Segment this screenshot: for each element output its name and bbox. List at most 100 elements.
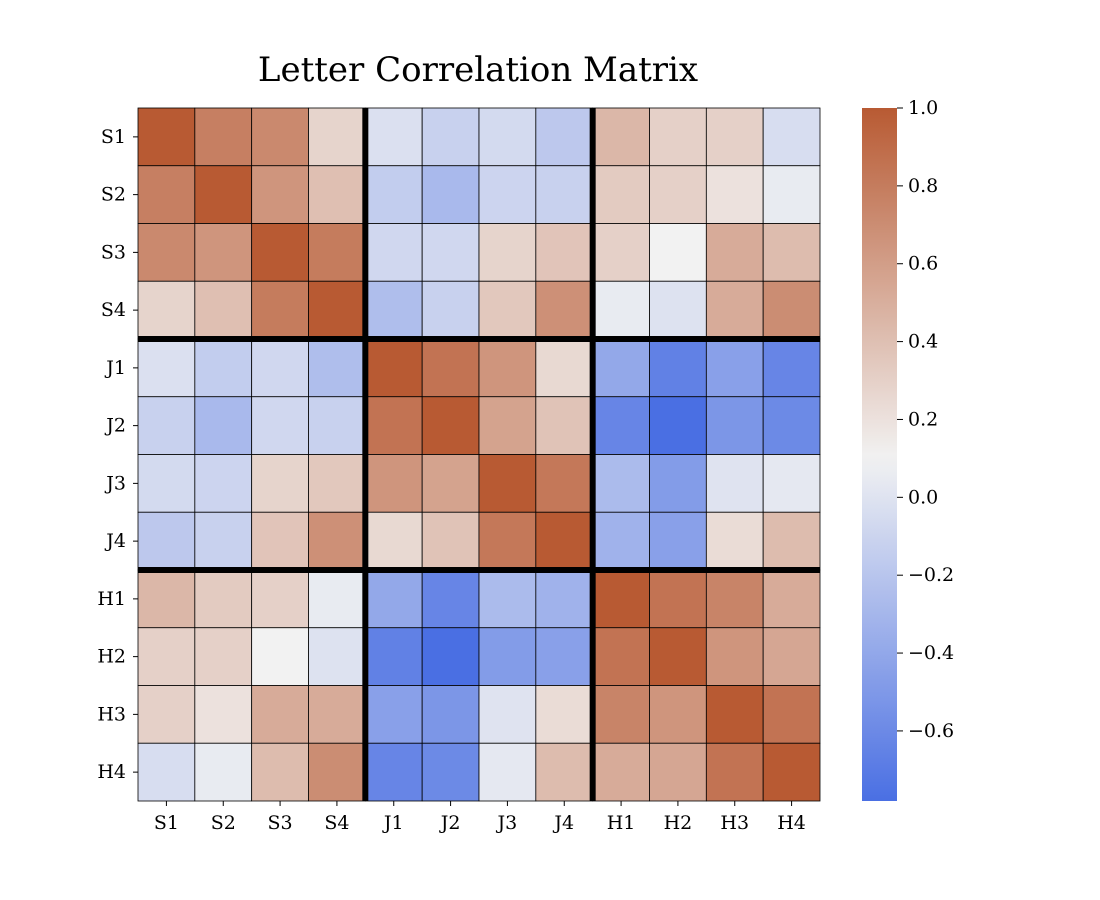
row-tick-label-S2: S2 (101, 184, 126, 206)
heatmap-cell-H1-H3 (705, 569, 764, 629)
colorbar-tick-label: −0.4 (908, 642, 954, 664)
heatmap-cell-H4-J2 (421, 742, 480, 802)
heatmap-cell-H2-J3 (478, 627, 537, 686)
heatmap-cell-S4-H2 (649, 280, 707, 340)
heatmap-cell-S2-J4 (535, 165, 594, 224)
column-tick-label-S2: S2 (211, 812, 236, 834)
heatmap-cell-H2-J4 (535, 627, 594, 686)
heatmap-cell-H3-H3 (705, 685, 764, 744)
heatmap-cell-H3-S4 (308, 685, 366, 744)
heatmap-cell-H3-H1 (592, 685, 650, 744)
heatmap-cell-J2-H3 (705, 396, 764, 455)
heatmap-cell-S4-S2 (194, 280, 253, 340)
heatmap-cell-S3-H4 (762, 223, 821, 282)
row-tick-label-H3: H3 (97, 703, 126, 725)
column-tick-label-H3: H3 (720, 812, 749, 834)
colorbar-tick-label: 0.4 (908, 331, 938, 353)
heatmap-cell-S1-H3 (705, 107, 764, 167)
heatmap-cell-J1-J1 (364, 338, 423, 398)
heatmap-cell-S3-H3 (705, 223, 764, 282)
heatmap-cell-H3-H4 (762, 685, 821, 744)
heatmap-cell-H2-H3 (705, 627, 764, 686)
heatmap-cell-S1-S3 (251, 107, 309, 167)
heatmap-cell-S1-H4 (762, 107, 821, 167)
heatmap-cell-S3-J3 (478, 223, 537, 282)
heatmap-cell-H1-J3 (478, 569, 537, 629)
heatmap-cell-H1-J1 (364, 569, 423, 629)
heatmap-cell-J4-J3 (478, 511, 537, 571)
row-tick-label-H4: H4 (97, 761, 126, 783)
heatmap-cell-S3-H1 (592, 223, 650, 282)
heatmap-cell-J2-H1 (592, 396, 650, 455)
heatmap-cell-H3-S3 (251, 685, 309, 744)
heatmap-cell-J1-J3 (478, 338, 537, 398)
heatmap-cell-J1-J4 (535, 338, 594, 398)
row-tick-label-J1: J1 (104, 357, 126, 379)
heatmap-cell-J3-J2 (421, 454, 480, 513)
colorbar-tick-label: 0.0 (908, 486, 938, 508)
heatmap-cell-S2-H1 (592, 165, 650, 224)
heatmap-cell-J1-S2 (194, 338, 253, 398)
heatmap-cell-H4-H1 (592, 742, 650, 802)
heatmap-cell-S4-J3 (478, 280, 537, 340)
heatmap-cell-H4-S2 (194, 742, 253, 802)
heatmap-cell-S4-H3 (705, 280, 764, 340)
heatmap-cell-H3-H2 (649, 685, 707, 744)
heatmap-cell-S3-S3 (251, 223, 309, 282)
heatmap-cell-H4-J1 (364, 742, 423, 802)
heatmap-cell-H2-H2 (649, 627, 707, 686)
heatmap-cell-S1-S4 (308, 107, 366, 167)
row-tick-label-S3: S3 (101, 241, 126, 263)
heatmap-cell-J1-H2 (649, 338, 707, 398)
heatmap-cell-H4-S3 (251, 742, 309, 802)
heatmap-cell-J2-S4 (308, 396, 366, 455)
heatmap-cell-J1-J2 (421, 338, 480, 398)
heatmap-cell-H4-H2 (649, 742, 707, 802)
heatmap-cell-J1-H1 (592, 338, 650, 398)
row-tick-labels: S1 S2 S3 S4 J1 J2 J3 J4 H1 H2 H3 H4 (97, 126, 138, 783)
column-tick-label-S4: S4 (324, 812, 349, 834)
heatmap-cell-S1-S2 (194, 107, 253, 167)
heatmap-cell-J4-H2 (649, 511, 707, 571)
heatmap-cell-H2-J1 (364, 627, 423, 686)
heatmap-cell-H1-J4 (535, 569, 594, 629)
heatmap-cell-S1-S1 (137, 107, 196, 167)
heatmap-cell-J2-J1 (364, 396, 423, 455)
row-tick-label-J2: J2 (104, 415, 126, 437)
heatmap-cell-H2-S4 (308, 627, 366, 686)
heatmap-cell-S1-J1 (364, 107, 423, 167)
heatmap-cells (137, 107, 821, 802)
group-separators (138, 108, 820, 801)
heatmap-cell-S2-S2 (194, 165, 253, 224)
heatmap-cell-H4-S4 (308, 742, 366, 802)
heatmap-cell-J2-S1 (137, 396, 196, 455)
heatmap-cell-H2-H4 (762, 627, 821, 686)
heatmap-cell-J3-S1 (137, 454, 196, 513)
heatmap-cell-S4-H4 (762, 280, 821, 340)
heatmap-cell-J4-H4 (762, 511, 821, 571)
colorbar: 1.0 0.8 0.6 0.4 0.2 0.0 −0.2 −0.4 −0.6 (862, 97, 954, 801)
heatmap-cell-J4-S4 (308, 511, 366, 571)
heatmap-cell-H3-S2 (194, 685, 253, 744)
heatmap-cell-H1-H2 (649, 569, 707, 629)
heatmap-cell-J1-S1 (137, 338, 196, 398)
heatmap-cell-H4-J4 (535, 742, 594, 802)
heatmap-cell-S2-H4 (762, 165, 821, 224)
heatmap-cell-H2-S3 (251, 627, 309, 686)
heatmap-cell-H2-J2 (421, 627, 480, 686)
heatmap-cell-H1-S3 (251, 569, 309, 629)
heatmap-cell-S3-S2 (194, 223, 253, 282)
row-tick-label-S1: S1 (101, 126, 126, 148)
heatmap-cell-J3-H2 (649, 454, 707, 513)
column-tick-label-J1: J1 (382, 812, 404, 834)
heatmap-cell-H1-S1 (137, 569, 196, 629)
heatmap-cell-J2-S2 (194, 396, 253, 455)
row-tick-label-H1: H1 (97, 588, 126, 610)
heatmap-cell-J3-H1 (592, 454, 650, 513)
heatmap-cell-J4-H3 (705, 511, 764, 571)
heatmap-cell-S4-J1 (364, 280, 423, 340)
heatmap-cell-J4-J2 (421, 511, 480, 571)
heatmap-cell-J4-S3 (251, 511, 309, 571)
column-tick-label-J3: J3 (496, 812, 518, 834)
